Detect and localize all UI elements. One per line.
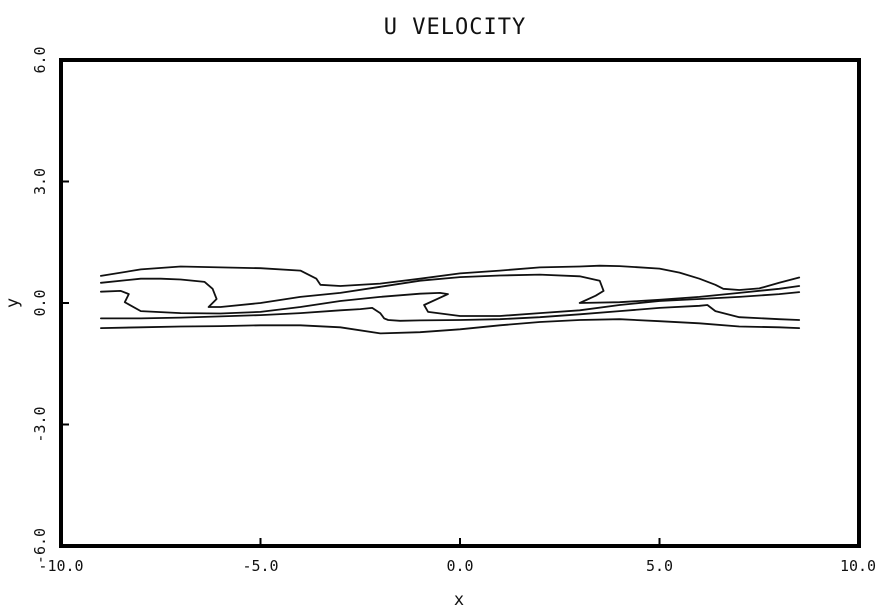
contour-line-5 (100, 318, 801, 335)
y-tick-label: -3.0 (31, 406, 49, 442)
x-tick-label: 0.0 (446, 557, 473, 575)
chart-title: U VELOCITY (384, 15, 526, 40)
contour-line-4 (100, 304, 801, 322)
y-tick-label: 6.0 (31, 46, 49, 73)
x-axis-title: x (454, 590, 464, 610)
axis-ticks (60, 59, 860, 547)
tick-labels: -10.0 -5.0 0.0 5.0 10.0 6.0 3.0 0.0 -3.0 -6.0 (31, 46, 876, 575)
contour-line-1 (100, 264, 801, 291)
x-tick-label: 10.0 (840, 557, 876, 575)
y-tick-label: 3.0 (31, 168, 49, 195)
contour-lines (100, 264, 801, 335)
y-axis-title: y (3, 298, 23, 308)
x-tick-label: 5.0 (646, 557, 673, 575)
y-tick-label: -6.0 (31, 528, 49, 564)
plot-frame (59, 58, 861, 548)
x-tick-label: -10.0 (38, 557, 83, 575)
y-tick-label: 0.0 (31, 289, 49, 316)
x-tick-label: -5.0 (242, 557, 278, 575)
contour-line-3 (100, 289, 801, 317)
contour-line-2 (100, 273, 801, 308)
